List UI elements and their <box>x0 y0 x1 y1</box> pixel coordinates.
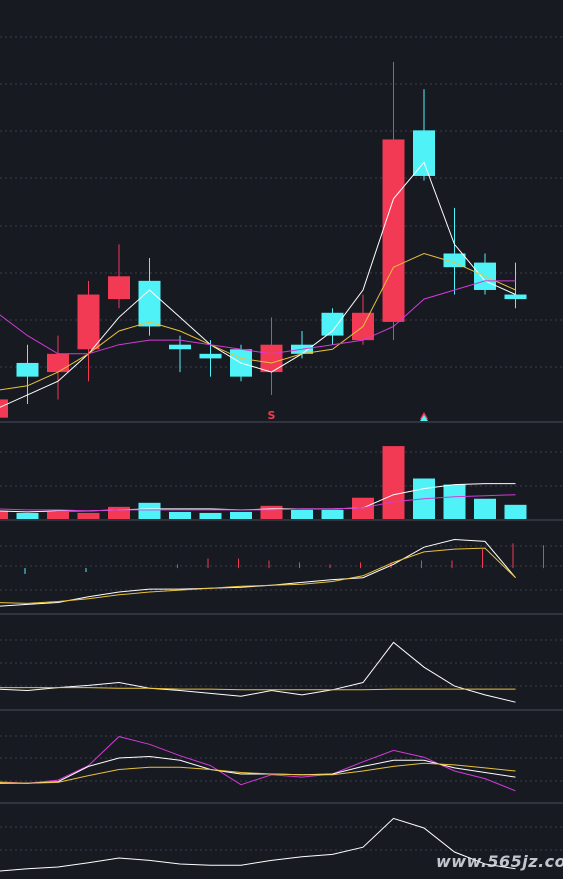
candle-body <box>382 139 405 322</box>
volume-bar <box>230 511 252 519</box>
candle-body <box>108 276 130 300</box>
kdj-white-line <box>0 755 516 784</box>
candle-body <box>260 344 283 373</box>
candle-body <box>47 353 69 373</box>
candle-body <box>16 362 39 377</box>
volume-bar <box>0 510 8 519</box>
candle-body <box>413 130 435 176</box>
volume-bar <box>474 498 496 519</box>
volume-bar <box>443 484 466 519</box>
price-yellow-line <box>0 252 516 391</box>
volume-bar <box>321 509 344 519</box>
volume-bar <box>382 446 405 519</box>
kdj-yellow-line <box>0 762 516 784</box>
candle-body <box>504 294 527 300</box>
candle-body <box>0 399 8 418</box>
volume-bar <box>260 505 283 519</box>
volume-bar <box>138 502 161 519</box>
volume-bar <box>504 504 527 519</box>
candle-body <box>169 344 191 350</box>
candle-body <box>138 280 161 327</box>
volume-bar <box>108 506 130 519</box>
volume-bar <box>77 512 100 519</box>
volume-magenta-line <box>0 494 516 512</box>
candle-body <box>321 312 344 336</box>
price-magenta-line <box>0 280 516 355</box>
volume-bar <box>16 512 39 519</box>
kdj-magenta-line <box>0 736 516 792</box>
candle-body <box>443 253 466 268</box>
price-white-line <box>0 161 516 408</box>
sell-signal-mark: S <box>268 409 276 422</box>
watermark: www.565jz.com <box>436 852 563 871</box>
volume-bar <box>47 511 69 519</box>
candle-body <box>199 353 222 359</box>
indicator-yellow-line <box>0 687 516 691</box>
macd-yellow-line <box>0 547 516 604</box>
volume-bar <box>291 509 313 519</box>
volume-bar <box>199 512 222 519</box>
bottom-white-line <box>0 817 516 872</box>
candle-body <box>77 294 100 350</box>
macd-white-line <box>0 538 516 607</box>
volume-bar <box>169 511 191 519</box>
indicator-white-line <box>0 641 516 703</box>
buy-signal-mark-shadow <box>420 415 428 421</box>
